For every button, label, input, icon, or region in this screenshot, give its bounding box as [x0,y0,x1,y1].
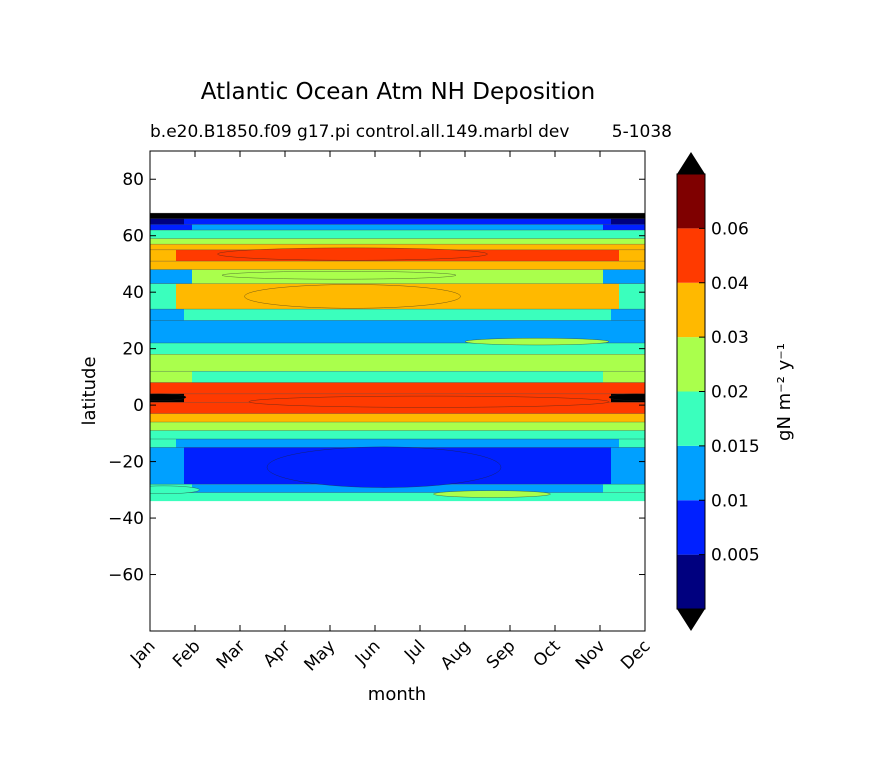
contour-band-edge [619,283,645,310]
colorbar-segment [677,554,705,609]
contour-band-edge [150,269,192,284]
x-tick-label: Sep [483,636,520,673]
x-tick-label: Aug [437,636,475,674]
y-tick-label: 40 [122,283,144,303]
y-tick-label: 20 [122,340,144,360]
contour-band [150,343,645,355]
x-tick-label: Feb [169,636,204,671]
chart-subtitle: b.e20.B1850.f09 g17.pi control.all.149.m… [150,122,569,142]
contour-band-edge [603,269,645,284]
contour-feature [150,393,187,401]
colorbar-segment [677,228,705,283]
x-tick-label: Nov [572,636,610,674]
colorbar-tick-label: 0.06 [711,219,749,239]
contour-band [150,309,645,321]
y-tick-label: 0 [133,396,144,416]
contour-band [150,439,645,448]
contour-band [150,230,645,239]
contour-feature [217,247,488,261]
contour-band-edge [603,224,645,231]
contour-band [150,320,645,343]
x-tick-label: Oct [530,636,565,671]
contour-features [150,247,645,498]
colorbar-over-arrow [677,152,705,174]
colorbar-tick-label: 0.005 [711,546,760,566]
contour-band-edge [619,439,645,448]
contour-feature [221,271,457,280]
contour-band [150,371,645,383]
contour-band-edge [150,371,192,383]
x-tick-label: May [301,636,340,675]
contour-band-edge [611,447,645,485]
colorbar-segment [677,337,705,392]
contour-band [150,224,645,231]
contour-band-edge [150,249,176,262]
y-tick-label: 60 [122,227,144,247]
contour-band [150,413,645,423]
contour-feature [150,485,200,495]
contour-feature [248,395,610,408]
contour-feature [433,490,551,498]
contour-band [150,422,645,431]
chart-title: Atlantic Ocean Atm NH Deposition [201,79,596,105]
x-axis-label: month [368,684,426,705]
contour-band [150,218,645,225]
contour-band-edge [150,439,176,448]
contour-band-edge [603,484,645,493]
colorbar-segment [677,282,705,338]
y-axis-label: latitude [79,356,100,425]
colorbar-segment [677,500,705,555]
contour-band [150,382,645,394]
contour-band-edge [150,447,184,485]
y-tick-label: −60 [108,566,144,586]
contour-band [150,430,645,439]
colorbar-label: gN m⁻² y⁻¹ [774,343,795,441]
x-tick-label: Jun [351,636,385,670]
y-tick-label: 80 [122,170,144,190]
contour-band [150,492,645,502]
contour-band [150,261,645,270]
x-tick-label: Apr [260,636,295,671]
y-tick-label: −40 [108,509,144,529]
y-axis: 80 60 40 20 0 −20 −40 −60 [108,170,645,586]
colorbar-tick-label: 0.03 [711,328,749,348]
chart-subtitle-right: 5-1038 [612,122,672,142]
contour-band [150,484,645,493]
contour-band-edge [603,371,645,383]
contour-feature [608,393,645,401]
contour-band [150,402,645,414]
x-tick-label: Mar [213,636,250,673]
plot-area [149,150,646,632]
contour-band-edge [611,218,645,225]
colorbar: 0.005 0.01 0.015 0.02 0.03 0.04 0.06 [676,152,760,631]
contour-band-edge [619,249,645,262]
contour-band [150,354,645,372]
contour-feature [244,284,461,309]
contour-band-edge [150,224,192,231]
x-tick-label: Dec [617,636,654,673]
colorbar-under-arrow [677,609,705,631]
y-tick-label: −20 [108,453,144,473]
colorbar-tick-label: 0.02 [711,383,749,403]
contour-band-edge [611,309,645,321]
colorbar-segment [677,445,705,501]
contour-band-edge [150,218,184,225]
contour-feature [266,446,502,488]
contour-feature [464,337,610,346]
contour-band-edge [150,309,184,321]
x-tick-label: Jul [400,636,429,665]
contour-band [150,213,645,219]
colorbar-tick-label: 0.04 [711,274,749,294]
colorbar-tick-label: 0.015 [711,437,760,457]
plot-frame [149,150,646,632]
colorbar-segment [677,174,705,229]
x-tick-label: Jan [126,636,159,669]
contour-band [150,244,645,250]
contour-band [150,238,645,245]
contour-band-edge [150,283,176,310]
colorbar-tick-label: 0.01 [711,491,749,511]
colorbar-segment [677,391,705,446]
